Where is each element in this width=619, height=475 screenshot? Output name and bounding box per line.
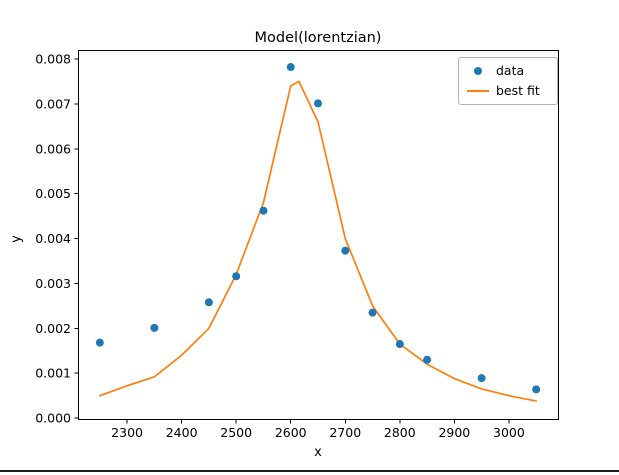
data-point <box>341 246 350 255</box>
y-axis-label: y <box>9 235 24 243</box>
legend-label-data: data <box>496 63 525 78</box>
y-tick-label: 0.008 <box>35 51 71 66</box>
x-tick-label: 2400 <box>166 425 198 440</box>
y-tick-label: 0.002 <box>35 321 71 336</box>
window-bottom-border <box>0 470 619 472</box>
x-axis-ticks: 2300 2400 2500 2600 2700 2800 2900 3000 <box>111 419 525 440</box>
y-axis-ticks: 0.000 0.001 0.002 0.003 0.004 0.005 0.006 0.007… <box>35 51 79 426</box>
legend-label-best-fit: best fit <box>496 83 540 98</box>
data-point <box>423 355 432 364</box>
data-point <box>232 272 241 281</box>
best-fit-line <box>98 80 538 402</box>
x-tick-label: 3000 <box>493 425 525 440</box>
y-tick-label: 0.000 <box>35 411 71 426</box>
data-point <box>204 298 213 307</box>
x-tick-label: 2700 <box>329 425 361 440</box>
data-point <box>395 340 404 349</box>
x-tick-label: 2900 <box>438 425 470 440</box>
y-tick-label: 0.007 <box>35 96 71 111</box>
x-tick-label: 2500 <box>220 425 252 440</box>
y-tick-label: 0.003 <box>35 276 71 291</box>
best-fit-marker-icon <box>467 90 489 92</box>
series-layer <box>95 63 541 402</box>
legend: data best fit <box>458 57 558 105</box>
data-point <box>286 63 295 72</box>
data-marker-icon <box>467 67 489 75</box>
data-point <box>477 374 486 383</box>
y-tick-label: 0.001 <box>35 366 71 381</box>
x-axis-label: x <box>314 445 322 460</box>
y-tick-label: 0.006 <box>35 141 71 156</box>
x-tick-label: 2300 <box>111 425 143 440</box>
data-point <box>532 385 541 394</box>
x-tick-label: 2800 <box>384 425 416 440</box>
y-tick-label: 0.004 <box>35 231 71 246</box>
data-point <box>95 338 104 347</box>
axes-frame <box>78 50 559 420</box>
data-point <box>314 99 322 108</box>
y-tick-label: 0.005 <box>35 186 71 201</box>
data-point <box>368 308 377 317</box>
chart-title: Model(lorentzian) <box>255 30 382 46</box>
legend-item-data: data <box>467 64 549 78</box>
legend-item-best-fit: best fit <box>467 84 549 98</box>
x-tick-label: 2600 <box>275 425 307 440</box>
data-point <box>150 323 159 332</box>
data-point <box>259 206 268 215</box>
